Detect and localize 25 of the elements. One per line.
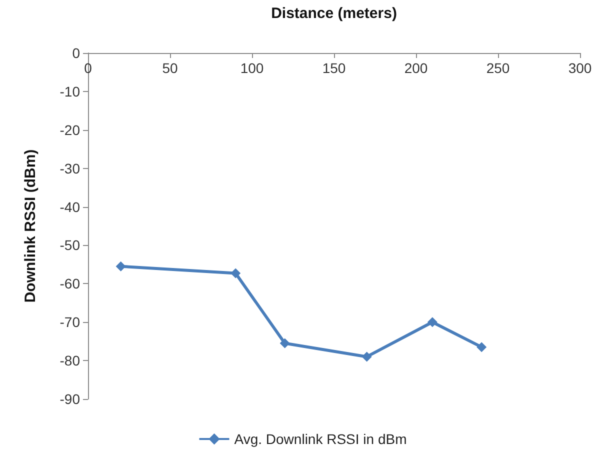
x-tick-label: 200	[404, 60, 428, 76]
point	[230, 268, 241, 278]
y-tick-label: -30	[60, 160, 80, 176]
y-tick-label: -60	[60, 276, 80, 292]
point	[427, 317, 438, 328]
point	[280, 338, 290, 348]
y-tick-label: -10	[60, 83, 80, 100]
y-tick-label: -90	[60, 391, 80, 407]
legend-label: Avg. Downlink RSSI in dBm	[234, 431, 407, 447]
x-axis-title: Distance (meters)	[271, 5, 397, 22]
y-tick-label: -70	[60, 314, 80, 330]
y-tick-label: -80	[60, 352, 80, 369]
y-axis-title: Downlink RSSI (dBm)	[22, 149, 39, 303]
x-tick-label: 100	[240, 60, 264, 76]
x-tick-label: 250	[486, 60, 510, 76]
point	[362, 352, 372, 362]
y-tick-label: -40	[60, 198, 80, 215]
y-tick-label: -50	[60, 237, 80, 254]
x-tick-label: 300	[568, 60, 592, 76]
y-tick-label: -20	[60, 122, 80, 138]
x-tick-label: 150	[322, 60, 346, 76]
y-tick-label: 0	[72, 45, 80, 61]
point	[116, 261, 126, 272]
x-tick-label: 50	[162, 60, 178, 76]
point	[476, 342, 487, 352]
